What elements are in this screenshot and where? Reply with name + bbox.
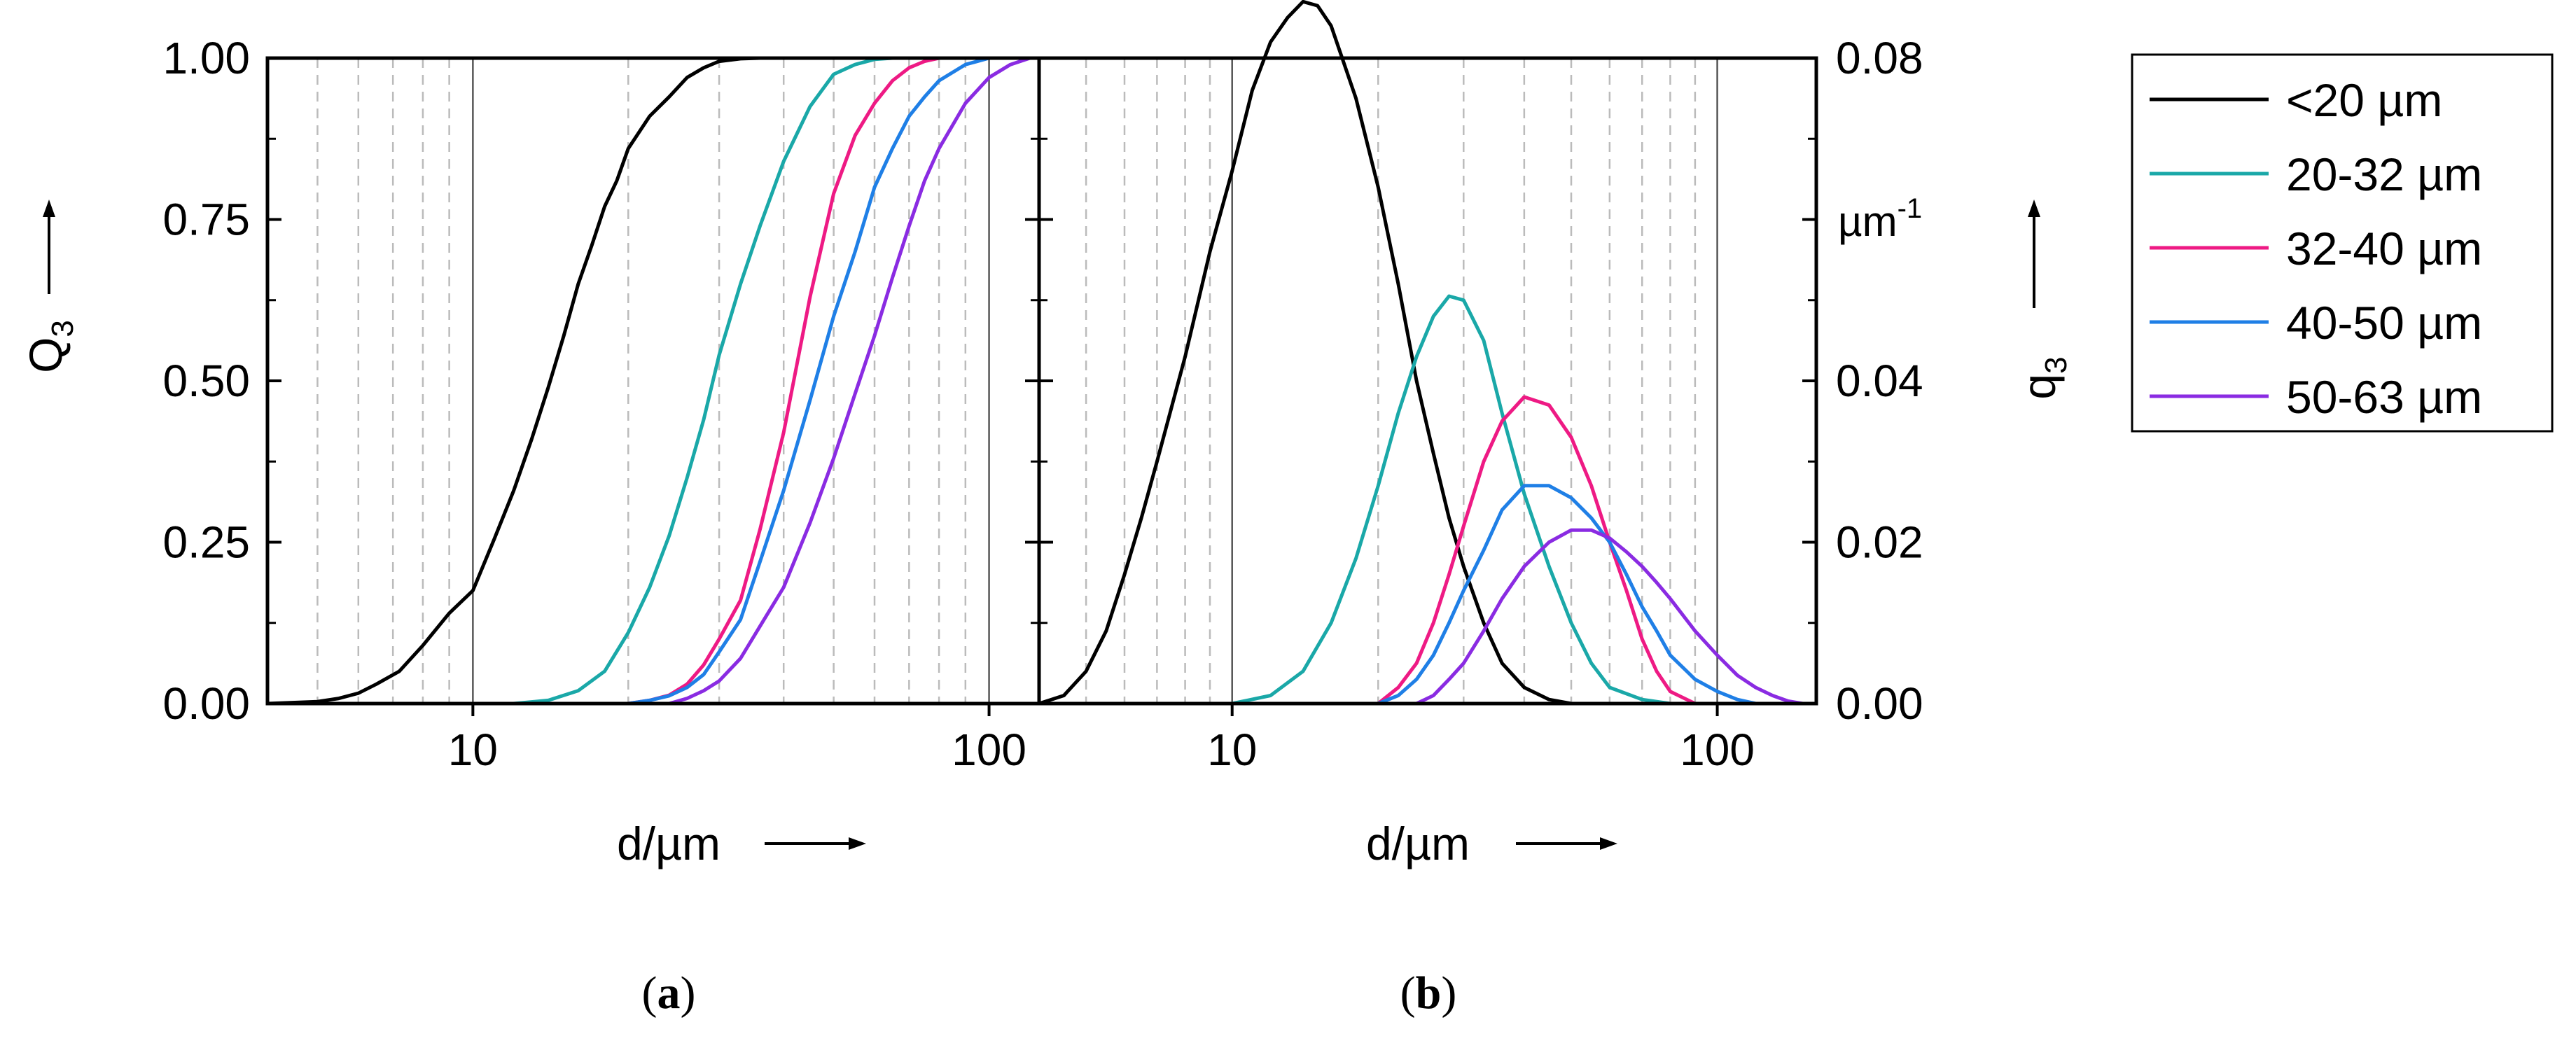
y-tick-label: 0.00: [162, 678, 250, 729]
y-tick-label: 0.25: [162, 517, 250, 568]
panel-b-y-arrow: [2028, 200, 2040, 308]
panel-b-y-unit: µm-1: [1838, 193, 1922, 245]
svg-text:q3: q3: [2013, 356, 2073, 399]
panel-a-y-label-sub: 3: [46, 320, 80, 337]
panel-a-series-32-40-m: [627, 56, 940, 706]
panel-a-y-arrow: [43, 200, 55, 294]
panel-a-series-50-63-m: [669, 56, 1031, 706]
y-tick-label: 1.00: [162, 33, 250, 83]
panel-a-grid: [316, 58, 990, 704]
x-tick-label: 10: [1207, 725, 1257, 775]
panel-b-y-unit-sup: -1: [1898, 193, 1923, 224]
panel-a-caption-open: (: [642, 967, 657, 1019]
panel-b-y-axis-label: q3: [2013, 356, 2073, 399]
x-tick-label: 100: [1680, 725, 1755, 775]
panel-b-chart: 0.00 0.02 0.04 0.08 10 100 µm-1 q3 d/µm (b): [1037, 0, 2073, 1019]
panel-a-y-label-main: Q: [20, 337, 71, 373]
panel-b-y-unit-main: µm: [1838, 198, 1898, 245]
panel-b-caption-close: ): [1441, 967, 1456, 1019]
panel-a-series-20-m: [267, 56, 784, 706]
panel-b-plot-frame: [1037, 56, 1818, 706]
panel-a-caption-close: ): [681, 967, 696, 1019]
panel-b-y-label-sub: 3: [2039, 356, 2073, 373]
panel-a-ticks: 0.00 0.25 0.50 0.75 1.00 10 100: [162, 33, 1039, 775]
panel-a-series: [267, 56, 1031, 706]
panel-b-y-label-main: q: [2013, 374, 2065, 400]
legend-box: [2131, 53, 2554, 433]
y-tick-label: 0.50: [162, 356, 250, 406]
panel-b-series-50-63-m: [1416, 528, 1804, 706]
panel-a-caption-letter: a: [657, 967, 681, 1019]
svg-text:(b): (b): [1400, 967, 1457, 1019]
panel-a-series-20-32-m: [513, 56, 893, 706]
x-tick-label: 10: [448, 725, 498, 775]
panel-a-plot-frame: [265, 56, 1041, 706]
svg-text:Q3: Q3: [20, 320, 80, 373]
panel-a-caption: (a): [642, 967, 696, 1019]
y-tick-label: 0.08: [1836, 33, 1923, 83]
panel-b-grid: [1085, 58, 1718, 704]
legend-label-20-32-m: 20-32 µm: [2286, 148, 2482, 200]
panel-b-caption-open: (: [1400, 967, 1416, 1019]
y-tick-label: 0.00: [1836, 678, 1923, 729]
panel-b-series: [1038, 0, 1804, 706]
svg-text:(a): (a): [642, 967, 696, 1019]
panel-a-y-axis-label: Q3: [20, 320, 80, 373]
panel-b-series-20-32-m: [1232, 294, 1671, 706]
panel-a-x-arrow: [765, 837, 866, 850]
panel-b-x-arrow: [1516, 837, 1617, 850]
panel-b-ticks: 0.00 0.02 0.04 0.08 10 100: [1039, 33, 1923, 775]
y-tick-label: 0.04: [1836, 356, 1923, 406]
panel-a-x-axis-label: d/µm: [617, 818, 720, 869]
x-tick-label: 100: [952, 725, 1026, 775]
panel-b-series-20-m: [1038, 0, 1572, 706]
legend-label-50-63-m: 50-63 µm: [2286, 371, 2482, 423]
legend: <20 µm 20-32 µm 32-40 µm 40-50 µm 50-63 µm: [2131, 53, 2554, 433]
panel-b-x-axis-label: d/µm: [1366, 818, 1470, 869]
legend-label-20-m: <20 µm: [2286, 74, 2442, 126]
panel-b-series-32-40-m: [1377, 395, 1696, 706]
legend-label-40-50-m: 40-50 µm: [2286, 297, 2482, 349]
legend-label-32-40-m: 32-40 µm: [2286, 223, 2482, 274]
panel-b-caption-letter: b: [1416, 967, 1442, 1019]
panel-b-series-40-50-m: [1377, 484, 1756, 706]
panel-a-chart: 0.00 0.25 0.50 0.75 1.00 10 100 Q3 d/µm (a): [20, 33, 1041, 1019]
y-tick-label: 0.02: [1836, 517, 1923, 568]
y-tick-label: 0.75: [162, 195, 250, 245]
panel-a-series-40-50-m: [627, 56, 990, 706]
panel-b-caption: (b): [1400, 967, 1457, 1019]
